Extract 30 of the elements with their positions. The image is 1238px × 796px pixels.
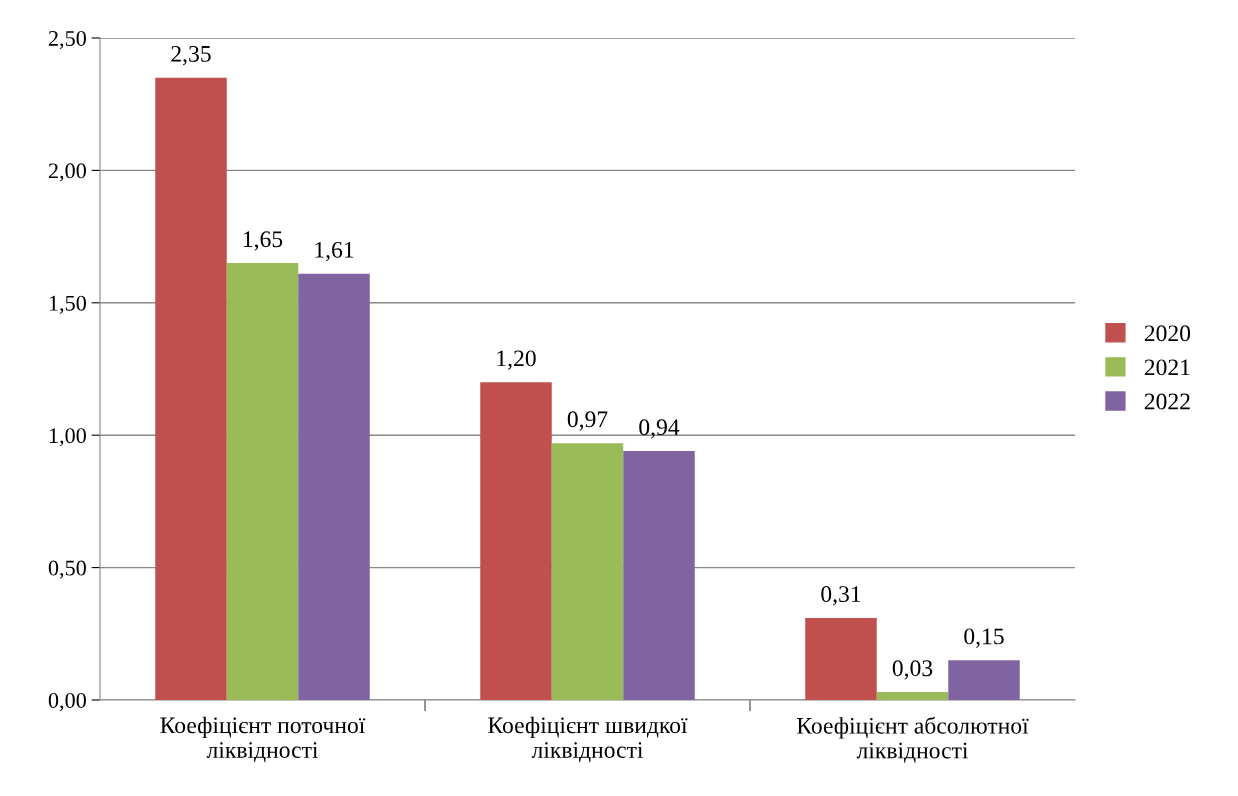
y-tick-label: 1,00: [49, 428, 86, 447]
data-label: 1,61: [315, 241, 354, 262]
bar: [876, 692, 949, 700]
bar: [298, 273, 370, 700]
y-tick-label: 0,00: [48, 692, 86, 712]
x-tick-label: Коефіцієнт поточної ліквідності: [160, 716, 366, 763]
data-label: 0,31: [821, 586, 861, 606]
y-tick-label: 2,50: [48, 30, 86, 50]
y-tick-label: 0,50: [48, 560, 86, 579]
bar: [805, 617, 877, 700]
legend-label: 2021: [1144, 359, 1190, 376]
bar: [551, 443, 624, 700]
x-tick-label: Коефіцієнт швидкої ліквідності: [488, 716, 688, 763]
data-label: 0,03: [892, 660, 933, 680]
legend-label: 2020: [1144, 325, 1191, 342]
y-tick-label: 2,00: [48, 163, 86, 182]
data-label: 2,35: [171, 45, 211, 66]
data-label: 0,94: [639, 419, 680, 439]
bar: [480, 382, 552, 700]
bar: [155, 77, 227, 700]
y-tick-label: 1,50: [49, 295, 86, 314]
data-label: 1,20: [497, 350, 536, 370]
bar: [948, 660, 1020, 700]
data-label: 0,97: [567, 411, 608, 431]
x-tick-label: Коефіцієнт абсолютної ліквідності: [797, 716, 1029, 763]
bar: [226, 263, 299, 700]
legend-label: 2022: [1144, 393, 1190, 410]
data-label: 1,65: [243, 231, 283, 251]
data-label: 0,15: [964, 628, 1004, 648]
bar: [623, 451, 695, 700]
